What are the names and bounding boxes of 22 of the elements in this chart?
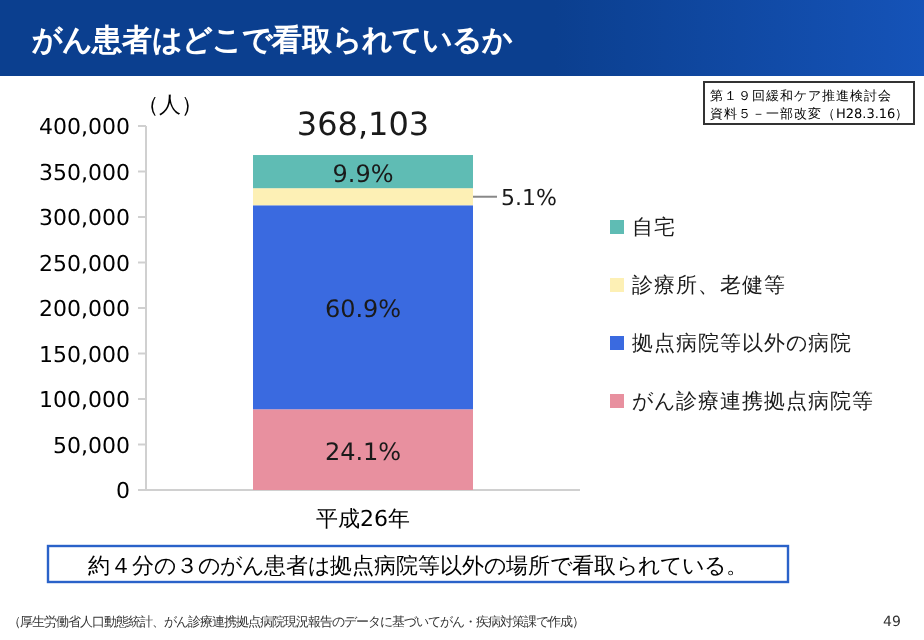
total-label: 368,103	[296, 105, 430, 144]
y-tick-label: 400,000	[39, 114, 130, 140]
legend-label: 拠点病院等以外の病院	[632, 330, 852, 356]
legend-label: 自宅	[632, 214, 676, 240]
text: 5.1%	[501, 184, 557, 211]
y-tick-label: 200,000	[39, 296, 130, 322]
y-tick-label: 100,000	[39, 387, 130, 413]
y-tick-label: 0	[116, 478, 130, 504]
legend-label: がん診療連携拠点病院等	[632, 388, 874, 414]
annotation: 24.1%	[324, 437, 402, 466]
y-tick-label: 350,000	[39, 159, 130, 186]
y-tick-label: 250,000	[39, 250, 130, 277]
text: 約４分の３のがん患者は拠点病院等以外の場所で看取られている。	[88, 553, 748, 579]
y-tick-label: 150,000	[39, 341, 130, 368]
legend-label: 診療所、老健等	[632, 272, 786, 298]
chart-title: がん患者はどこで看取られているか	[30, 22, 514, 58]
annotation: 60.9%	[324, 295, 402, 324]
y-tick-label: 50,000	[53, 432, 130, 459]
x-tick-label: 平成26年	[316, 506, 410, 532]
y-axis-title: （人）	[137, 92, 203, 118]
y-tick-label: 300,000	[39, 205, 130, 231]
annotation: 9.9%	[332, 159, 394, 188]
